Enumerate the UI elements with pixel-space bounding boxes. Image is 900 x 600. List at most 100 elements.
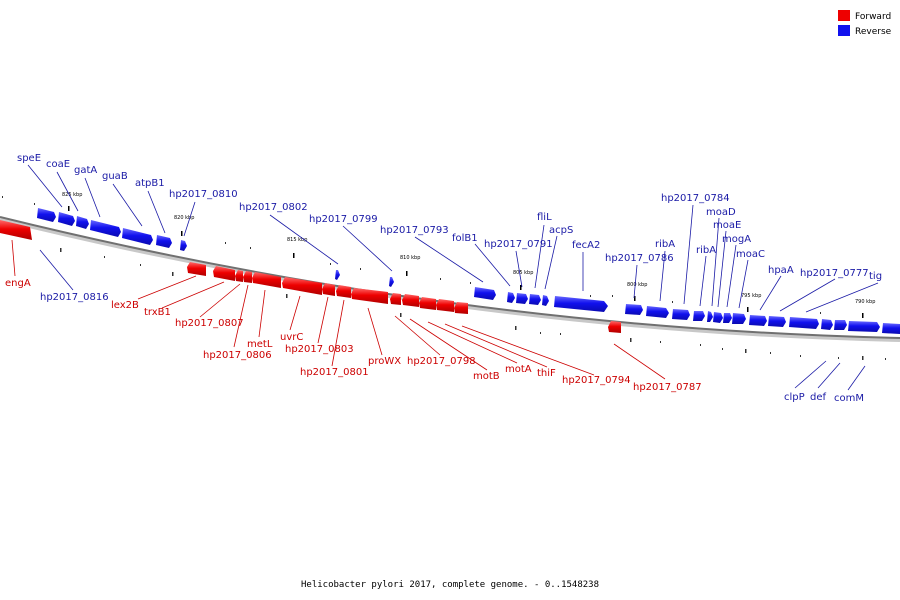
connector-line — [444, 323, 548, 368]
gene-reverse[interactable] — [821, 319, 833, 330]
gene-label[interactable]: moaE — [713, 220, 741, 231]
gene-forward[interactable] — [419, 297, 436, 310]
gene-label[interactable]: uvrC — [280, 332, 303, 343]
gene-forward[interactable] — [351, 288, 388, 304]
gene-reverse[interactable] — [713, 312, 723, 323]
connector-line — [183, 201, 196, 237]
gene-forward[interactable] — [213, 266, 235, 281]
gene-reverse[interactable] — [516, 293, 528, 304]
gene-label[interactable]: metL — [247, 339, 273, 350]
gene-label[interactable]: hp2017_0798 — [407, 356, 476, 367]
gene-label[interactable]: hp2017_0787 — [633, 382, 702, 393]
gene-reverse[interactable] — [723, 313, 732, 323]
connector-line — [137, 275, 197, 300]
gene-forward[interactable] — [252, 272, 281, 288]
gene-reverse[interactable] — [58, 212, 75, 226]
gene-forward[interactable] — [390, 293, 401, 305]
gene-label[interactable]: engA — [5, 278, 31, 289]
gene-label[interactable]: hp2017_0794 — [562, 375, 631, 386]
gene-reverse[interactable] — [542, 295, 549, 306]
gene-forward[interactable] — [235, 270, 243, 282]
gene-reverse[interactable] — [768, 316, 786, 327]
gene-reverse[interactable] — [76, 216, 89, 229]
gene-label[interactable]: trxB1 — [144, 307, 171, 318]
gene-label[interactable]: ribA — [696, 245, 716, 256]
gene-label[interactable]: hp2017_0802 — [239, 202, 308, 213]
connector-line — [544, 235, 558, 290]
gene-label[interactable]: comM — [834, 393, 864, 404]
gene-label[interactable]: hp2017_0816 — [40, 292, 109, 303]
gene-label[interactable]: hp2017_0784 — [661, 193, 730, 204]
gene-reverse[interactable] — [732, 313, 746, 324]
connector-line — [27, 164, 63, 208]
gene-label[interactable]: atpB1 — [135, 178, 165, 189]
gene-forward[interactable] — [0, 220, 32, 240]
gene-label[interactable]: motB — [473, 371, 500, 382]
gene-forward[interactable] — [402, 294, 419, 307]
gene-forward[interactable] — [187, 262, 206, 276]
gene-reverse[interactable] — [529, 294, 541, 305]
forward-labels: engA lex2B trxB1 hp2017_0807 hp2017_0806… — [5, 278, 702, 393]
gene-label[interactable]: thiF — [537, 368, 556, 379]
gene-label[interactable]: hp2017_0810 — [169, 189, 238, 200]
gene-label[interactable]: ribA — [655, 239, 675, 250]
gene-forward[interactable] — [436, 299, 454, 312]
gene-label[interactable]: def — [810, 392, 827, 403]
gene-forward[interactable] — [282, 277, 322, 295]
gene-reverse[interactable] — [707, 311, 713, 322]
gene-label[interactable]: fliL — [537, 212, 552, 223]
gene-label[interactable]: moaC — [736, 249, 765, 260]
gene-reverse[interactable] — [882, 323, 900, 334]
gene-reverse[interactable] — [507, 292, 515, 303]
gene-label[interactable]: acpS — [549, 225, 573, 236]
gene-forward[interactable] — [243, 271, 252, 283]
gene-label[interactable]: folB1 — [452, 233, 478, 244]
gene-label[interactable]: guaB — [102, 171, 128, 182]
gene-label[interactable]: moaD — [706, 207, 736, 218]
gene-reverse[interactable] — [693, 311, 705, 321]
gene-label[interactable]: hp2017_0793 — [380, 225, 449, 236]
gene-label[interactable]: hp2017_0807 — [175, 318, 244, 329]
gene-label[interactable]: speE — [17, 153, 41, 164]
gene-label[interactable]: hpaA — [768, 265, 794, 276]
gene-label[interactable]: hp2017_0806 — [203, 350, 272, 361]
gene-label[interactable]: hp2017_0777 — [800, 268, 869, 279]
gene-reverse[interactable] — [389, 277, 394, 287]
gene-reverse[interactable] — [180, 240, 187, 251]
gene-label[interactable]: clpP — [784, 392, 805, 403]
gene-reverse[interactable] — [672, 309, 690, 320]
gene-label[interactable]: lex2B — [111, 300, 139, 311]
gene-reverse[interactable] — [625, 304, 643, 315]
gene-reverse[interactable] — [122, 228, 153, 245]
gene-reverse[interactable] — [789, 317, 819, 329]
gene-reverse[interactable] — [474, 287, 496, 300]
gene-forward[interactable] — [336, 285, 351, 298]
gene-reverse[interactable] — [554, 296, 608, 312]
gene-forward[interactable] — [608, 321, 621, 333]
gene-label[interactable]: motA — [505, 364, 532, 375]
gene-label[interactable]: hp2017_0786 — [605, 253, 674, 264]
gene-label[interactable]: gatA — [74, 165, 97, 176]
gene-reverse[interactable] — [156, 235, 172, 248]
gene-label[interactable]: coaE — [46, 159, 70, 170]
gene-forward[interactable] — [322, 283, 335, 296]
connector-line — [534, 224, 545, 289]
gene-reverse[interactable] — [335, 270, 340, 280]
gene-reverse[interactable] — [90, 220, 121, 237]
gene-reverse[interactable] — [646, 306, 669, 318]
gene-reverse[interactable] — [749, 315, 767, 326]
gene-forward[interactable] — [454, 302, 468, 314]
minor-mark — [540, 332, 541, 334]
gene-reverse[interactable] — [848, 321, 880, 332]
gene-label[interactable]: hp2017_0791 — [484, 239, 553, 250]
gene-label[interactable]: tig — [869, 271, 882, 282]
gene-label[interactable]: fecA2 — [572, 240, 600, 251]
gene-reverse[interactable] — [834, 320, 847, 330]
gene-label[interactable]: hp2017_0799 — [309, 214, 378, 225]
gene-label[interactable]: hp2017_0801 — [300, 367, 369, 378]
gene-label[interactable]: mogA — [722, 234, 751, 245]
gene-label[interactable]: hp2017_0803 — [285, 344, 354, 355]
gene-reverse[interactable] — [37, 208, 56, 222]
tick-label: 820 kbp — [174, 215, 194, 221]
gene-label[interactable]: proWX — [368, 356, 401, 367]
